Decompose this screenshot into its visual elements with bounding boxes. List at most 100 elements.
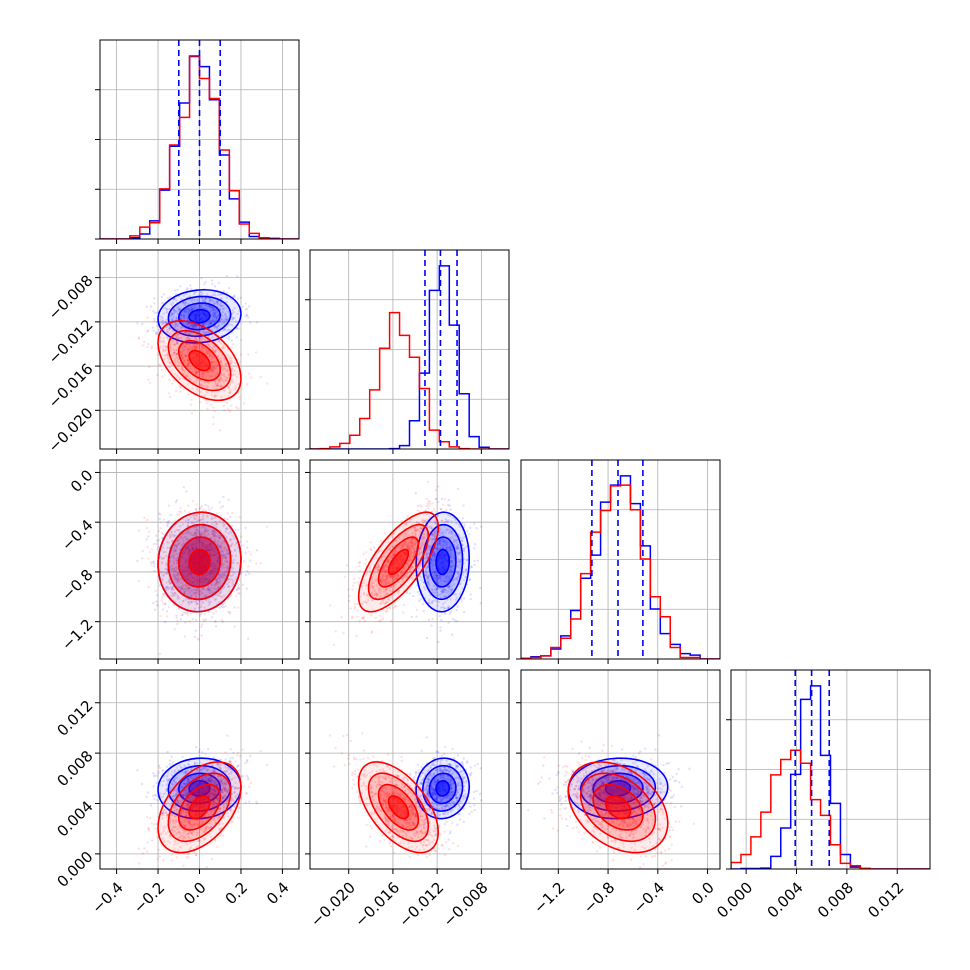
sample-point [386, 581, 390, 584]
sample-point [210, 545, 214, 548]
sample-point [220, 362, 223, 365]
sample-point [353, 581, 356, 585]
sample-point [179, 577, 182, 580]
sample-point [211, 549, 214, 553]
sample-point [212, 311, 215, 314]
sample-point [210, 575, 213, 578]
sample-point [427, 576, 430, 579]
sample-point [456, 553, 460, 556]
sample-point [440, 538, 443, 541]
sample-point [384, 579, 387, 582]
sample-point [197, 537, 200, 540]
sample-point [187, 544, 190, 547]
sample-point [210, 393, 214, 397]
sample-point [187, 363, 190, 366]
sample-point [145, 305, 148, 308]
sample-point [204, 331, 207, 335]
sample-point [405, 532, 408, 535]
sample-point [223, 571, 226, 575]
sample-point [209, 589, 212, 593]
sample-point [207, 323, 210, 326]
sample-point [226, 550, 229, 553]
sample-point [384, 587, 387, 590]
sample-point [456, 572, 460, 575]
sample-point [201, 581, 205, 585]
sample-point [177, 378, 181, 381]
sample-point [173, 530, 177, 533]
sample-point [207, 603, 211, 606]
sample-point [198, 370, 201, 373]
sample-point [210, 361, 213, 364]
sample-point [186, 568, 189, 572]
sample-point [384, 574, 388, 578]
sample-point [226, 353, 229, 357]
sample-point [455, 596, 459, 599]
sample-point [206, 370, 209, 373]
sample-point [218, 379, 221, 382]
sample-point [210, 403, 213, 407]
sample-point [185, 490, 188, 493]
sample-point [461, 539, 464, 542]
sample-point [445, 546, 448, 549]
sample-point [195, 324, 198, 327]
sample-point [428, 545, 431, 548]
sample-point [209, 306, 212, 309]
sample-point [216, 562, 220, 565]
sample-point [195, 582, 199, 586]
sample-point [441, 532, 444, 536]
sample-point [208, 572, 212, 576]
sample-point [384, 601, 388, 604]
sample-point [456, 546, 459, 549]
sample-point [230, 346, 233, 349]
sample-point [202, 574, 205, 577]
sample-point [211, 564, 214, 567]
sample-point [456, 548, 459, 551]
sample-point [458, 560, 461, 564]
sample-point [174, 310, 178, 313]
sample-point [448, 504, 451, 507]
sample-point [231, 511, 234, 515]
sample-point [445, 520, 448, 523]
sample-point [407, 548, 411, 551]
histogram-series-1 [521, 475, 720, 659]
sample-point [210, 319, 213, 323]
sample-point [190, 776, 193, 779]
sample-point [212, 550, 216, 553]
sample-point [166, 525, 169, 528]
sample-point [441, 540, 444, 544]
sample-point [213, 302, 216, 305]
sample-point [386, 548, 389, 552]
sample-point [334, 630, 337, 633]
sample-point [213, 380, 217, 383]
sample-point [159, 792, 162, 795]
sample-point [215, 315, 218, 319]
sample-point [211, 313, 215, 316]
sample-point [433, 536, 437, 540]
sample-point [157, 529, 161, 533]
sample-point [193, 607, 197, 610]
sample-point [195, 372, 198, 375]
sample-point [447, 606, 450, 610]
sample-point [201, 587, 204, 590]
sample-point [204, 529, 207, 533]
sample-point [196, 346, 200, 350]
sample-point [168, 378, 171, 382]
sample-point [175, 317, 179, 320]
sample-point [431, 589, 434, 592]
sample-point [188, 308, 191, 311]
sample-point [211, 590, 215, 594]
sample-point [168, 582, 172, 585]
sample-point [391, 575, 394, 578]
sample-point [255, 562, 258, 565]
sample-point [209, 551, 212, 554]
sample-point [358, 564, 361, 568]
sample-point [162, 344, 165, 348]
sample-point [447, 593, 451, 596]
sample-point [436, 604, 439, 607]
sample-point [187, 547, 190, 550]
sample-point [198, 599, 201, 603]
sample-point [202, 581, 205, 584]
sample-point [406, 591, 409, 595]
sample-point [233, 536, 236, 539]
sample-point [223, 409, 226, 412]
